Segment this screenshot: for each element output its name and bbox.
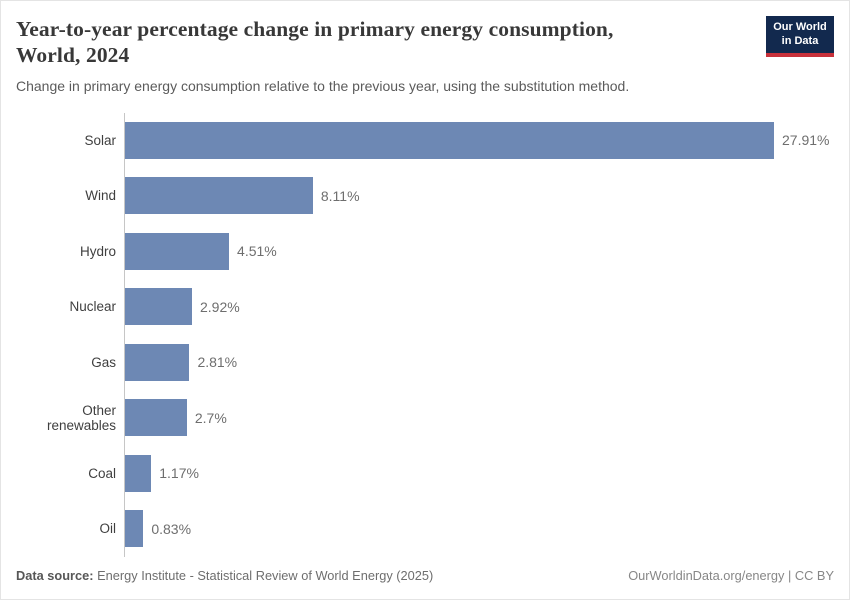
category-label-wind: Wind (85, 188, 116, 204)
data-source-text: Energy Institute - Statistical Review of… (97, 568, 434, 583)
bar-hydro[interactable] (124, 232, 230, 270)
data-source-label: Data source: (16, 568, 94, 583)
bar-row: Nuclear 2.92% (16, 279, 834, 335)
value-label: 0.83% (151, 520, 192, 537)
bar-row: Solar 27.91% (16, 113, 834, 169)
category-label-oil: Oil (99, 521, 117, 537)
chart-footer: Data source: Energy Institute - Statisti… (16, 568, 834, 583)
bar-oil[interactable] (124, 510, 144, 548)
value-label: 2.81% (197, 354, 238, 371)
value-label: 2.92% (200, 298, 240, 315)
y-axis-line (124, 112, 125, 557)
bar-other-renewables[interactable] (124, 399, 187, 437)
category-label-coal: Coal (88, 465, 116, 481)
chart-titles: Year-to-year percentage change in primar… (16, 16, 629, 96)
bar-chart: Solar 27.91% Wind 8.11% Hydro 4.51% Nuclear 2.9… (16, 112, 834, 557)
bar-row: Gas 2.81% (16, 335, 834, 391)
owid-logo-line1: Our World (773, 21, 827, 33)
category-label-other-renewables: Other renewables (46, 402, 116, 433)
bar-row: Other renewables 2.7% (16, 390, 834, 446)
data-source: Data source: Energy Institute - Statisti… (16, 568, 433, 583)
bar-area: 2.81% (124, 335, 834, 391)
bar-solar[interactable] (124, 121, 774, 159)
bar-coal[interactable] (124, 454, 152, 492)
category-label-gas: Gas (91, 354, 116, 370)
bar-rows: Solar 27.91% Wind 8.11% Hydro 4.51% Nuclear 2.9… (16, 113, 834, 557)
bar-nuclear[interactable] (124, 288, 192, 326)
value-label: 1.17% (159, 465, 199, 482)
bar-area: 0.83% (124, 501, 834, 557)
bar-area: 8.11% (124, 168, 834, 224)
chart-header: Year-to-year percentage change in primar… (1, 1, 849, 96)
footer-link[interactable]: OurWorldinData.org/energy | CC BY (628, 568, 834, 583)
value-label: 8.11% (320, 187, 360, 204)
bar-row: Hydro 4.51% (16, 224, 834, 280)
bar-row: Wind 8.11% (16, 168, 834, 224)
value-label: 27.91% (782, 132, 830, 149)
category-label-hydro: Hydro (79, 243, 116, 259)
bar-area: 27.91% (124, 113, 834, 169)
bar-row: Coal 1.17% (16, 446, 834, 502)
chart-title-line1: Year-to-year percentage change in primar… (16, 17, 614, 41)
bar-area: 4.51% (124, 224, 834, 280)
category-label-solar: Solar (84, 132, 116, 148)
bar-wind[interactable] (124, 177, 313, 215)
owid-logo-line2: in Data (781, 34, 819, 47)
chart-title-line2: World, 2024 (16, 43, 130, 68)
value-label: 4.51% (237, 243, 277, 260)
chart-title: Year-to-year percentage change in primar… (16, 16, 629, 68)
bar-gas[interactable] (124, 343, 190, 381)
value-label: 2.7% (194, 409, 227, 426)
owid-logo[interactable]: Our World in Data (766, 16, 834, 57)
bar-area: 2.7% (124, 390, 834, 446)
bar-area: 2.92% (124, 279, 834, 335)
bar-area: 1.17% (124, 446, 834, 502)
category-label-nuclear: Nuclear (69, 299, 116, 315)
chart-subtitle: Change in primary energy consumption rel… (16, 78, 630, 95)
bar-row: Oil 0.83% (16, 501, 834, 557)
